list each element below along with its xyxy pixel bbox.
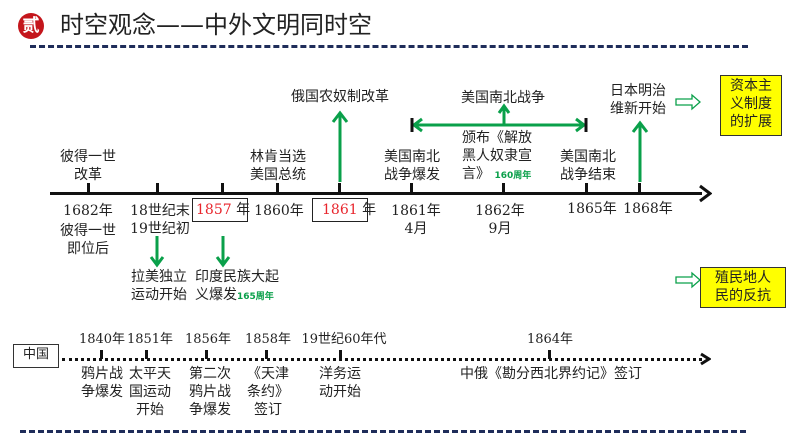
tick-1868	[638, 183, 641, 193]
china-event-self-strengthening: 洋务运 动开始	[319, 366, 361, 400]
year-1857-box	[192, 198, 248, 222]
section-badge: 贰	[18, 13, 44, 39]
header-divider	[30, 45, 748, 48]
china-year-1840: 1840年	[78, 332, 126, 347]
china-label-box: 中国	[13, 344, 59, 368]
china-tick-1840	[100, 350, 103, 359]
china-year-1856: 1856年	[184, 332, 232, 347]
event-civil-war-end: 美国南北 战争结束	[560, 149, 616, 183]
tick-1862-9	[502, 183, 505, 193]
china-timeline-axis	[62, 358, 702, 361]
tick-1682	[87, 183, 90, 193]
page-title: 时空观念——中外文明同时空	[60, 11, 372, 39]
tick-1865	[585, 183, 588, 193]
china-tick-1851	[145, 350, 148, 359]
event-peter-reform: 彼得一世 改革	[60, 149, 116, 183]
summary-capitalism-box: 资本主 义制度 的扩展	[720, 75, 782, 136]
year-1860: 1860年	[254, 203, 304, 219]
year-1857: 1857 年	[196, 202, 251, 218]
china-tick-1860s	[339, 350, 342, 359]
date-1862-september: 1862年 9月	[475, 203, 525, 237]
year-1861-box	[312, 198, 368, 222]
year-1682: 1682年	[63, 203, 113, 219]
china-event-second-opium-war: 第二次 鸦片战 争爆发	[189, 366, 231, 418]
event-lincoln-elected: 林肯当选 美国总统	[250, 149, 306, 183]
tick-1860	[276, 183, 279, 193]
year-1861: 1861 年	[322, 202, 377, 218]
china-year-1858: 1858年	[244, 332, 292, 347]
china-axis-arrowhead-icon	[700, 352, 711, 366]
event-emancipation-proclamation: 颁布《解放 黑人奴隶宣 言》 160周年	[462, 130, 532, 182]
china-tick-1858	[265, 350, 268, 359]
peter-accession: 彼得一世 即位后	[60, 223, 116, 257]
axis-arrowhead-icon	[699, 184, 712, 203]
china-year-1851: 1851年	[126, 332, 174, 347]
tick-1857	[221, 183, 224, 193]
date-1861-april: 1861年 4月	[391, 203, 441, 237]
china-year-1864: 1864年	[526, 332, 574, 347]
world-timeline-axis	[50, 192, 702, 195]
china-event-tianjin-treaty: 《天津 条约》 签订	[247, 366, 289, 418]
year-1868: 1868年	[623, 201, 673, 217]
event-india-uprising: 印度民族大起 义爆发165周年	[195, 269, 279, 303]
year-1865: 1865年	[567, 201, 617, 217]
china-event-opium-war: 鸦片战 争爆发	[81, 366, 123, 400]
china-event-sino-russian-treaty: 中俄《勘分西北界约记》签订	[460, 366, 642, 382]
period-18-19-century: 18世纪末 19世纪初	[130, 203, 190, 237]
event-latam-independence: 拉美独立 运动开始	[131, 269, 187, 303]
event-russia-serf-reform: 俄国农奴制改革	[291, 89, 389, 105]
event-civil-war-span: 美国南北战争	[461, 90, 545, 106]
tick-1861-4	[410, 183, 413, 193]
footer-divider	[20, 430, 746, 433]
anniversary-note: 160周年	[494, 171, 532, 181]
china-year-1860s: 19世纪60年代	[301, 332, 387, 347]
china-tick-1856	[205, 350, 208, 359]
china-tick-1864	[548, 350, 551, 359]
tick-c18	[156, 183, 159, 193]
event-meiji-restoration: 日本明治 维新开始	[610, 83, 666, 117]
tick-1861	[338, 183, 341, 193]
china-event-taiping: 太平天 国运动 开始	[129, 366, 171, 418]
summary-colonial-resistance-box: 殖民地人 民的反抗	[700, 267, 786, 308]
event-civil-war-start: 美国南北 战争爆发	[384, 149, 440, 183]
anniversary-note: 165周年	[237, 292, 274, 302]
